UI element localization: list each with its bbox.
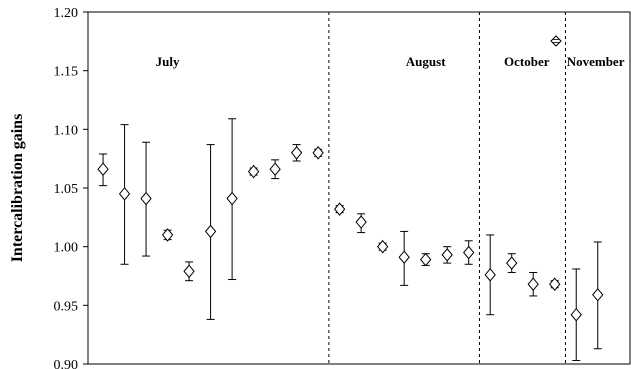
data-point-marker xyxy=(226,191,238,206)
y-tick-label: 1.05 xyxy=(54,182,79,197)
data-point-marker xyxy=(333,202,346,216)
data-point-marker xyxy=(570,307,582,322)
data-point-marker xyxy=(247,164,260,179)
month-dividers xyxy=(328,12,566,364)
data-point-marker xyxy=(549,277,561,291)
data-point-marker xyxy=(463,245,475,260)
data-point-marker xyxy=(269,162,281,177)
y-axis-label: Intercalibration gains xyxy=(9,114,26,263)
month-label-august: August xyxy=(406,54,446,69)
data-point-marker xyxy=(527,277,539,291)
data-point-marker xyxy=(398,250,410,265)
data-markers xyxy=(97,146,604,322)
data-point-marker xyxy=(118,187,131,201)
month-label-november: November xyxy=(567,54,625,69)
data-point-marker xyxy=(441,248,453,262)
error-bars xyxy=(99,118,602,361)
y-axis: 0.90 0.95 1.00 1.05 1.10 1.15 1.20 xyxy=(54,6,88,369)
data-point-marker xyxy=(355,215,367,229)
y-tick-label: 0.90 xyxy=(54,358,79,369)
data-point-marker xyxy=(592,287,604,302)
month-labels: July August October November xyxy=(156,54,625,69)
y-tick-label: 1.00 xyxy=(54,241,79,256)
data-point-marker xyxy=(97,162,109,177)
y-tick-label: 1.20 xyxy=(54,6,79,21)
data-point-marker xyxy=(312,146,324,160)
legend-marker xyxy=(550,35,562,47)
data-point-marker xyxy=(204,224,217,239)
data-point-marker xyxy=(140,191,152,206)
data-point-marker xyxy=(183,264,195,279)
data-point-marker xyxy=(290,146,303,160)
y-tick-label: 1.10 xyxy=(54,123,79,138)
data-point-marker xyxy=(161,228,174,242)
y-tick-label: 0.95 xyxy=(54,299,79,314)
y-tick-label: 1.15 xyxy=(54,65,79,80)
data-point-marker xyxy=(484,268,496,282)
month-label-july: July xyxy=(156,54,180,69)
data-point-marker xyxy=(420,252,432,267)
data-point-marker xyxy=(506,256,518,270)
legend xyxy=(550,35,562,47)
month-label-october: October xyxy=(504,54,550,69)
data-point-marker xyxy=(377,239,389,254)
